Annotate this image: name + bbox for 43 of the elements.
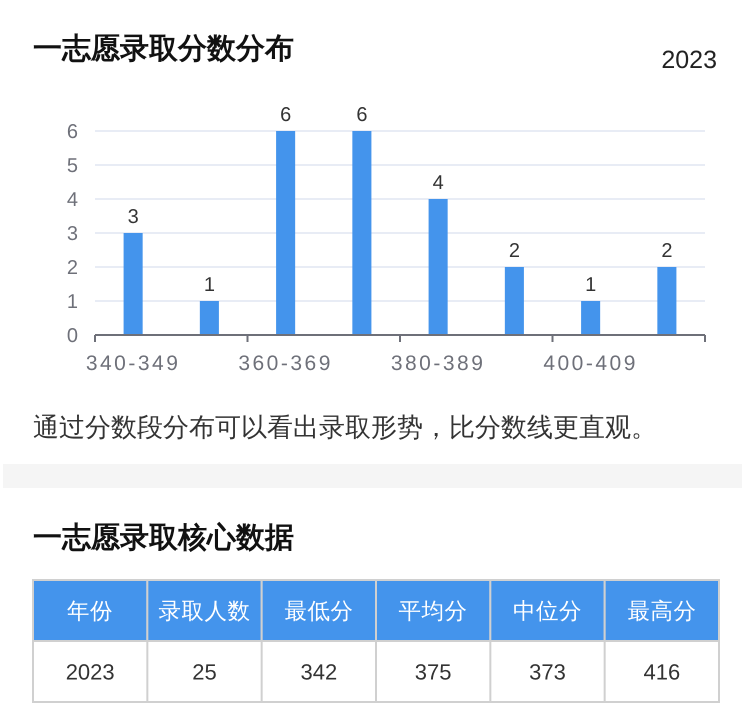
y-tick-label: 5	[66, 155, 78, 178]
bar	[200, 301, 219, 335]
category-label: 平均分	[398, 598, 468, 625]
x-tick-label: 400-409	[543, 352, 638, 375]
y-tick-label: 2	[66, 257, 78, 280]
data-label: 6	[356, 104, 368, 126]
bar	[352, 131, 372, 335]
bar	[581, 301, 600, 335]
x-tick-label: 360-369	[238, 352, 333, 375]
chart-title: 一志愿录取分数分布	[33, 31, 294, 65]
bar	[504, 267, 524, 335]
category-label: 年份	[67, 598, 114, 625]
data-label: 375	[414, 659, 452, 684]
data-label: 25	[192, 659, 217, 684]
text: 通过分数段分布可以看出录取形势，比分数线更直观。	[33, 413, 657, 443]
x-tick-label: 380-389	[390, 352, 486, 375]
data-label: 2	[508, 240, 520, 262]
data-label: 2023	[66, 659, 115, 684]
y-tick-label: 3	[66, 223, 78, 246]
category-label: 录取人数	[158, 598, 250, 625]
category-label: 中位分	[513, 598, 582, 625]
data-label: 1	[585, 274, 596, 296]
data-label: 1	[204, 274, 215, 296]
category-label: 最高分	[627, 598, 696, 625]
data-label: 2	[661, 240, 672, 262]
text: 一志愿录取核心数据	[33, 520, 294, 554]
category-label: 最低分	[284, 598, 354, 625]
x-tick-label: 340-349	[86, 352, 180, 375]
bar	[428, 199, 448, 335]
y-tick-label: 6	[66, 121, 78, 144]
chart-subtitle: 2023	[661, 46, 717, 74]
y-tick-label: 1	[66, 291, 78, 314]
y-tick-label: 0	[66, 325, 78, 348]
bar	[124, 233, 143, 335]
data-label: 373	[529, 659, 566, 684]
data-label: 6	[280, 104, 292, 126]
data-label: 3	[128, 206, 139, 228]
bar	[657, 267, 676, 335]
data-label: 342	[300, 659, 338, 684]
y-tick-label: 4	[66, 189, 78, 212]
bar	[276, 131, 296, 335]
data-label: 416	[643, 659, 680, 684]
data-label: 4	[432, 172, 444, 194]
